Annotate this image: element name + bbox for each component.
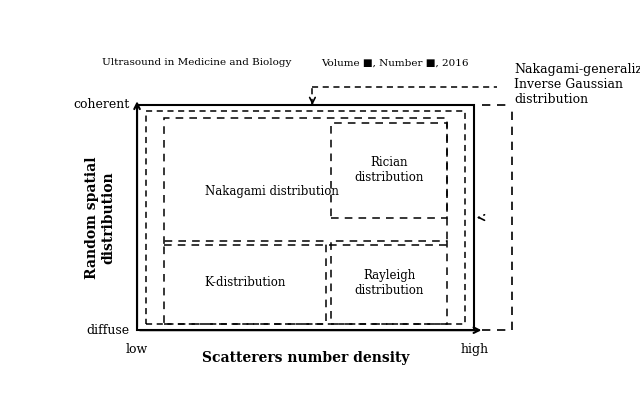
- Bar: [331, 123, 447, 217]
- Bar: [164, 118, 447, 245]
- Bar: [146, 111, 465, 324]
- Text: Rayleigh
distribution: Rayleigh distribution: [355, 269, 424, 297]
- Text: Nakagami distribution: Nakagami distribution: [205, 185, 339, 198]
- Text: Ultrasound in Medicine and Biology: Ultrasound in Medicine and Biology: [102, 58, 291, 67]
- Bar: [137, 105, 474, 330]
- Text: Rician
distribution: Rician distribution: [355, 156, 424, 184]
- Text: low: low: [126, 343, 148, 356]
- Bar: [331, 241, 447, 324]
- Bar: [164, 241, 326, 324]
- Text: high: high: [460, 343, 488, 356]
- Text: K-distribution: K-distribution: [205, 276, 286, 289]
- Text: Scatterers number density: Scatterers number density: [202, 351, 410, 364]
- Text: diffuse: diffuse: [86, 324, 129, 336]
- Text: Volume ■, Number ■, 2016: Volume ■, Number ■, 2016: [321, 58, 468, 67]
- Text: Nakagami-generalized
Inverse Gaussian
distribution: Nakagami-generalized Inverse Gaussian di…: [514, 63, 640, 106]
- Text: Random spatial
distribution: Random spatial distribution: [84, 156, 115, 279]
- Text: coherent: coherent: [74, 98, 129, 111]
